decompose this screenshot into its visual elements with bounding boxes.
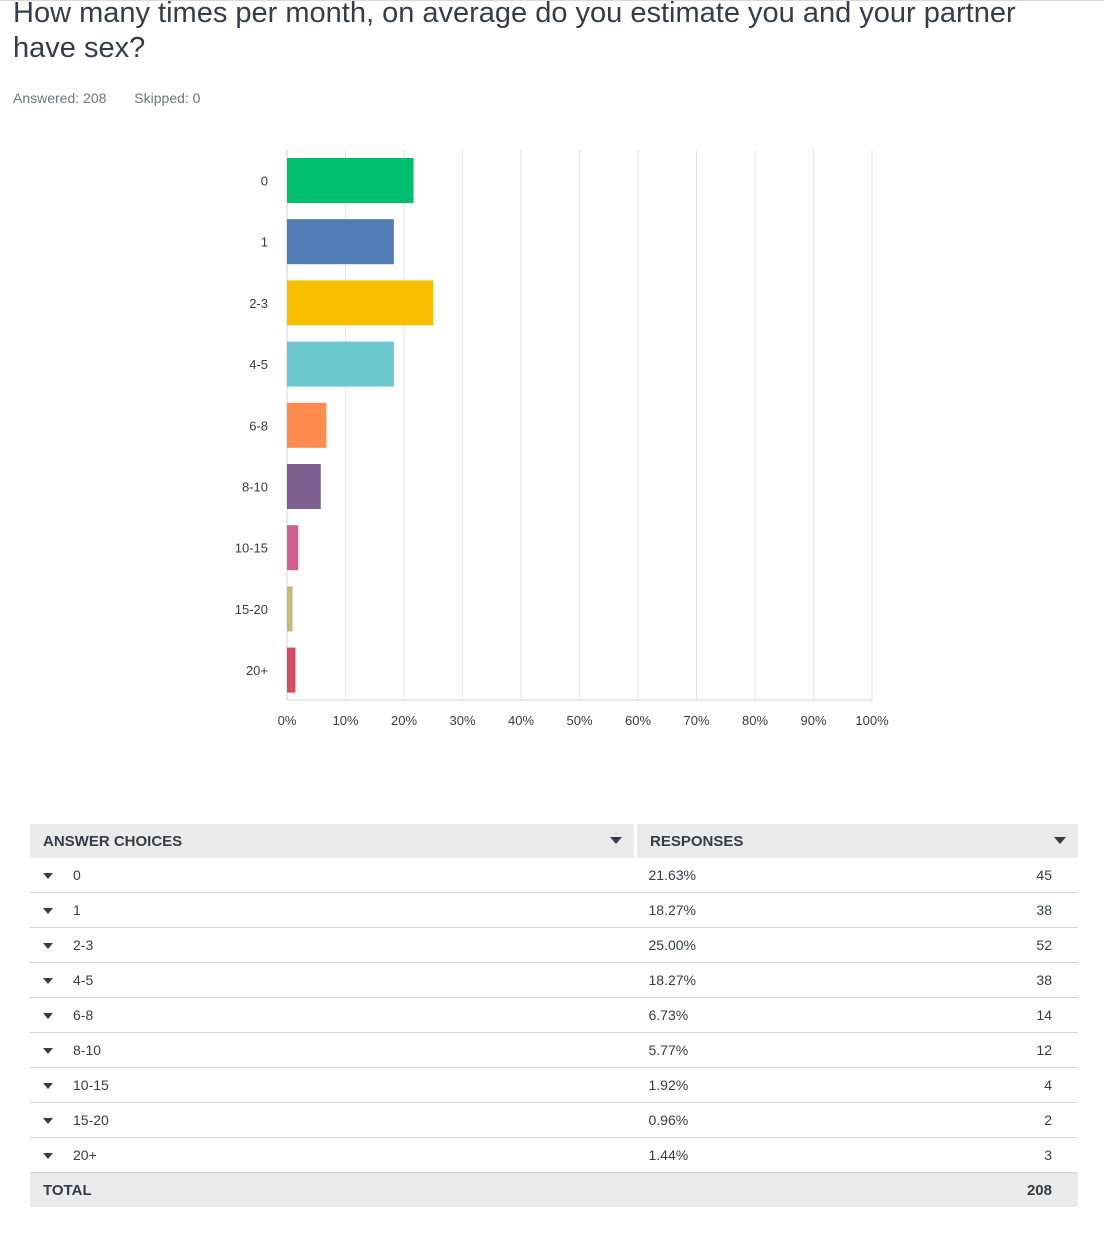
table-row: 4-5 18.27% 38 bbox=[30, 962, 1078, 998]
response-count: 45 bbox=[875, 858, 1078, 893]
responses-header-label: RESPONSES bbox=[650, 832, 744, 850]
response-count: 4 bbox=[875, 1067, 1078, 1103]
category-label: 20+ bbox=[246, 663, 268, 678]
response-count: 52 bbox=[875, 927, 1078, 963]
answer-choice: 20+ bbox=[73, 1147, 97, 1163]
answer-choice: 2-3 bbox=[73, 937, 94, 953]
response-percent: 21.63% bbox=[635, 858, 876, 893]
response-count: 2 bbox=[875, 1102, 1078, 1138]
answer-choice: 10-15 bbox=[73, 1077, 109, 1093]
bar[interactable] bbox=[287, 219, 394, 265]
response-percent: 25.00% bbox=[635, 927, 876, 963]
answer-choice: 6-8 bbox=[73, 1007, 94, 1023]
bar[interactable] bbox=[287, 158, 414, 203]
x-axis-ticks: 0% 10% 20% 30% 40% 50% 60% 70% 80% 90% 100% bbox=[278, 713, 889, 728]
category-label: 4-5 bbox=[249, 357, 268, 372]
expand-caret-icon[interactable] bbox=[43, 978, 53, 985]
table-row: 20+ 1.44% 3 bbox=[30, 1137, 1078, 1173]
x-tick-label: 90% bbox=[800, 713, 826, 728]
category-label: 10-15 bbox=[235, 541, 268, 556]
answer-choice: 15-20 bbox=[73, 1112, 109, 1128]
response-count: 38 bbox=[875, 892, 1078, 928]
bar[interactable] bbox=[287, 647, 296, 693]
bar[interactable] bbox=[287, 280, 434, 326]
expand-caret-icon[interactable] bbox=[43, 873, 53, 880]
bar[interactable] bbox=[287, 341, 394, 387]
table-row: 2-3 25.00% 52 bbox=[30, 927, 1078, 963]
chart-bars bbox=[287, 158, 434, 693]
table-row: 15-20 0.96% 2 bbox=[30, 1102, 1078, 1138]
x-tick-label: 10% bbox=[332, 713, 358, 728]
answer-choice: 8-10 bbox=[73, 1042, 102, 1058]
response-percent: 18.27% bbox=[635, 962, 876, 998]
x-tick-label: 20% bbox=[391, 713, 417, 728]
expand-caret-icon[interactable] bbox=[43, 1083, 53, 1090]
x-tick-label: 100% bbox=[855, 713, 889, 728]
x-tick-label: 30% bbox=[449, 713, 475, 728]
total-value: 208 bbox=[875, 1172, 1078, 1207]
bar[interactable] bbox=[287, 525, 299, 571]
expand-caret-icon[interactable] bbox=[43, 1118, 53, 1125]
skipped-count: Skipped: 0 bbox=[134, 90, 201, 106]
response-count: 14 bbox=[875, 997, 1078, 1033]
answer-choices-header[interactable]: ANSWER CHOICES bbox=[30, 824, 637, 858]
response-count: 12 bbox=[875, 1032, 1078, 1068]
table-row: 6-8 6.73% 14 bbox=[30, 997, 1078, 1033]
table-row: 0 21.63% 45 bbox=[30, 858, 1078, 893]
table-row: 8-10 5.77% 12 bbox=[30, 1032, 1078, 1068]
response-percent: 6.73% bbox=[635, 997, 876, 1033]
expand-caret-icon[interactable] bbox=[43, 943, 53, 950]
response-count: 38 bbox=[875, 962, 1078, 998]
top-divider bbox=[0, 0, 1104, 1]
answer-choices-header-label: ANSWER CHOICES bbox=[43, 832, 183, 850]
answer-choice: 0 bbox=[73, 867, 81, 883]
category-label: 1 bbox=[261, 235, 268, 250]
category-labels: 0 1 2-3 4-5 6-8 8-10 10-15 15-20 20+ bbox=[235, 174, 268, 679]
x-tick-label: 60% bbox=[625, 713, 651, 728]
x-tick-label: 80% bbox=[742, 713, 768, 728]
category-label: 8-10 bbox=[242, 480, 268, 495]
expand-caret-icon[interactable] bbox=[43, 908, 53, 915]
x-tick-label: 0% bbox=[278, 713, 297, 728]
response-percent: 18.27% bbox=[635, 892, 876, 928]
sort-caret-icon[interactable] bbox=[610, 837, 622, 844]
results-table: ANSWER CHOICES RESPONSES 0 21.63% 45 1 1… bbox=[30, 824, 1078, 1207]
total-row: TOTAL 208 bbox=[30, 1172, 1078, 1207]
expand-caret-icon[interactable] bbox=[43, 1153, 53, 1160]
total-label: TOTAL bbox=[30, 1172, 636, 1207]
x-tick-label: 70% bbox=[683, 713, 709, 728]
answer-choice: 1 bbox=[73, 902, 81, 918]
table-row: 1 18.27% 38 bbox=[30, 892, 1078, 928]
table-row: 10-15 1.92% 4 bbox=[30, 1067, 1078, 1103]
expand-caret-icon[interactable] bbox=[43, 1048, 53, 1055]
x-tick-label: 40% bbox=[508, 713, 534, 728]
answer-choice: 4-5 bbox=[73, 972, 94, 988]
response-percent: 1.44% bbox=[635, 1137, 876, 1173]
bar[interactable] bbox=[287, 586, 293, 632]
category-label: 15-20 bbox=[235, 602, 268, 617]
category-label: 0 bbox=[261, 174, 268, 189]
response-percent: 0.96% bbox=[635, 1102, 876, 1138]
category-label: 6-8 bbox=[249, 418, 268, 433]
category-label: 2-3 bbox=[249, 296, 268, 311]
response-percent: 1.92% bbox=[635, 1067, 876, 1103]
bar[interactable] bbox=[287, 464, 321, 509]
response-percent: 5.77% bbox=[635, 1032, 876, 1068]
response-count: 3 bbox=[875, 1137, 1078, 1173]
bar[interactable] bbox=[287, 402, 327, 448]
responses-header[interactable]: RESPONSES bbox=[635, 824, 1078, 858]
sort-caret-icon[interactable] bbox=[1054, 837, 1066, 844]
expand-caret-icon[interactable] bbox=[43, 1013, 53, 1020]
response-summary: Answered: 208 Skipped: 0 bbox=[13, 90, 224, 106]
bar-chart: 0 1 2-3 4-5 6-8 8-10 10-15 15-20 20+ 0% 10% 20% 30%… bbox=[235, 150, 889, 728]
question-title: How many times per month, on average do … bbox=[13, 0, 1016, 64]
x-tick-label: 50% bbox=[566, 713, 592, 728]
answered-count: Answered: 208 bbox=[13, 90, 107, 106]
